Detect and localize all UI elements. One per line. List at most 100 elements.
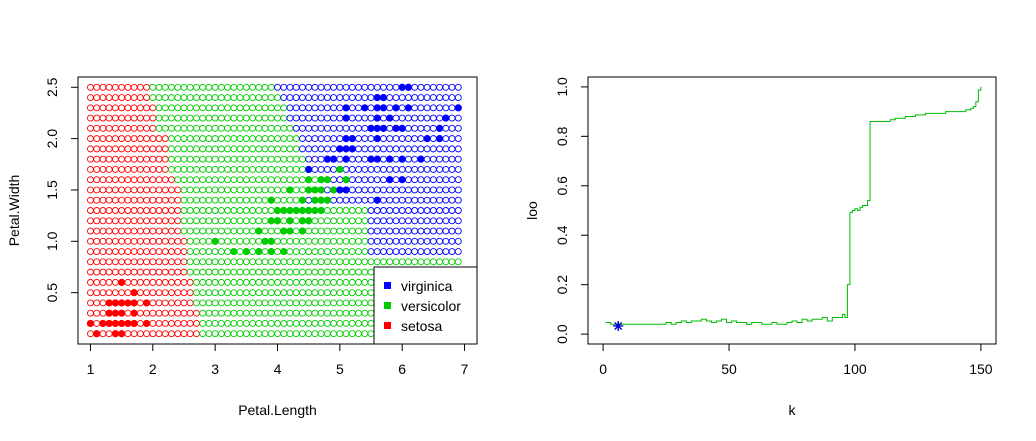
grid-point-setosa <box>174 186 182 194</box>
data-point-versicolor <box>292 206 300 215</box>
grid-point-versicolor <box>205 83 213 91</box>
grid-point-setosa <box>186 330 194 338</box>
grid-point-virginica <box>429 237 437 245</box>
grid-point-virginica <box>423 227 431 235</box>
grid-point-versicolor <box>330 330 338 338</box>
grid-point-virginica <box>454 165 462 173</box>
grid-point-versicolor <box>361 299 369 307</box>
grid-point-versicolor <box>355 330 362 338</box>
grid-point-virginica <box>417 83 425 91</box>
grid-point-setosa <box>99 165 107 173</box>
y-axis-title: loo <box>524 201 540 220</box>
grid-point-versicolor <box>217 165 225 173</box>
grid-point-versicolor <box>348 330 356 338</box>
grid-point-virginica <box>398 196 406 204</box>
grid-point-versicolor <box>255 176 263 184</box>
grid-point-versicolor <box>224 83 232 91</box>
grid-point-versicolor <box>267 114 275 122</box>
legend-swatch-setosa <box>384 322 391 329</box>
grid-point-virginica <box>380 83 387 91</box>
grid-point-setosa <box>180 258 188 266</box>
grid-point-versicolor <box>274 186 281 194</box>
grid-point-versicolor <box>242 320 250 327</box>
grid-point-setosa <box>93 258 101 266</box>
grid-point-setosa <box>93 196 101 204</box>
grid-point-versicolor <box>193 135 200 143</box>
grid-point-versicolor <box>230 114 238 122</box>
grid-point-virginica <box>423 155 431 163</box>
grid-point-virginica <box>442 176 450 184</box>
grid-point-setosa <box>149 145 157 153</box>
grid-point-versicolor <box>230 135 238 143</box>
grid-point-setosa <box>118 114 126 122</box>
grid-point-setosa <box>124 309 132 317</box>
grid-point-versicolor <box>174 176 182 184</box>
grid-point-setosa <box>155 176 163 184</box>
grid-point-versicolor <box>186 217 194 225</box>
grid-point-setosa <box>149 165 157 173</box>
grid-point-versicolor <box>286 309 294 317</box>
grid-point-setosa <box>174 196 182 204</box>
grid-point-setosa <box>180 309 188 317</box>
grid-point-virginica <box>386 145 394 153</box>
grid-point-versicolor <box>336 237 344 245</box>
grid-point-versicolor <box>292 227 300 235</box>
x-axis-title: Petal.Length <box>238 402 317 418</box>
grid-point-versicolor <box>161 114 169 122</box>
grid-point-setosa <box>143 309 151 317</box>
x-tick-label: 3 <box>211 361 219 377</box>
grid-point-setosa <box>155 248 163 256</box>
grid-point-versicolor <box>180 165 188 173</box>
grid-point-versicolor <box>436 258 444 266</box>
grid-point-setosa <box>87 83 94 91</box>
grid-point-versicolor <box>186 83 194 91</box>
grid-point-virginica <box>423 176 431 184</box>
grid-point-virginica <box>411 145 419 153</box>
grid-point-versicolor <box>230 165 238 173</box>
grid-point-versicolor <box>242 289 250 297</box>
grid-point-versicolor <box>211 289 219 297</box>
grid-point-versicolor <box>330 248 338 256</box>
grid-point-virginica <box>292 114 300 122</box>
grid-point-versicolor <box>174 104 182 112</box>
data-point-versicolor <box>330 186 338 194</box>
data-point-virginica <box>373 196 381 204</box>
grid-point-virginica <box>454 227 462 235</box>
grid-point-virginica <box>423 207 431 214</box>
grid-point-versicolor <box>311 258 319 266</box>
grid-point-virginica <box>380 227 387 235</box>
grid-point-virginica <box>392 176 400 184</box>
grid-point-versicolor <box>255 196 263 204</box>
grid-point-virginica <box>448 165 456 173</box>
grid-point-virginica <box>367 94 375 101</box>
grid-point-setosa <box>99 258 107 266</box>
grid-point-setosa <box>105 278 113 286</box>
grid-point-virginica <box>411 217 419 225</box>
grid-point-versicolor <box>261 124 269 132</box>
grid-point-virginica <box>398 114 406 122</box>
grid-point-versicolor <box>199 186 207 194</box>
grid-point-versicolor <box>205 309 213 317</box>
grid-point-versicolor <box>323 278 331 286</box>
data-point-versicolor <box>305 186 313 194</box>
grid-point-virginica <box>380 155 387 163</box>
grid-point-versicolor <box>249 124 257 132</box>
grid-point-virginica <box>367 176 375 184</box>
grid-point-virginica <box>442 155 450 163</box>
grid-point-versicolor <box>280 237 288 245</box>
grid-point-versicolor <box>342 217 350 225</box>
grid-point-setosa <box>143 258 151 266</box>
grid-point-versicolor <box>199 83 207 91</box>
grid-point-virginica <box>392 227 400 235</box>
grid-point-setosa <box>99 145 107 153</box>
grid-point-setosa <box>149 268 157 276</box>
grid-point-virginica <box>417 207 425 214</box>
grid-point-setosa <box>136 165 144 173</box>
grid-point-versicolor <box>242 309 250 317</box>
grid-point-virginica <box>448 227 456 235</box>
grid-point-versicolor <box>323 268 331 276</box>
grid-point-setosa <box>155 278 163 286</box>
legend-label-setosa: setosa <box>401 318 442 334</box>
grid-point-virginica <box>330 135 338 143</box>
grid-point-setosa <box>99 104 107 112</box>
